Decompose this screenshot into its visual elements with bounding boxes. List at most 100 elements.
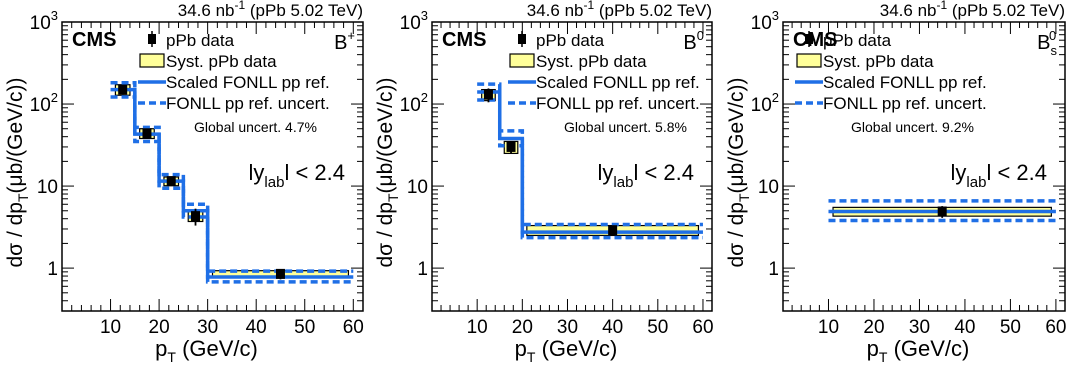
experiment-label: CMS	[442, 29, 486, 51]
rapidity-sub: lab	[966, 174, 986, 191]
fonll-uncert-upper	[477, 82, 703, 227]
panel-header: 34.6 nb-1 (pPb 5.02 TeV)	[178, 0, 363, 20]
y-tick-label-exp: 3	[51, 8, 58, 23]
x-tick-label: 20	[512, 317, 533, 338]
plot-frame	[782, 21, 1066, 312]
x-tick-label: 40	[954, 317, 975, 338]
header-lumi-exp: -1	[937, 0, 948, 12]
legend-entry-2: Syst. pPb data	[166, 52, 277, 71]
legend-syst-box	[139, 53, 165, 68]
y-tick-label: 1	[768, 259, 779, 280]
data-point	[118, 84, 128, 95]
experiment-label: CMS	[72, 29, 116, 51]
y-tick-label: 103	[400, 8, 428, 34]
y-label-main: dσ / dp	[374, 202, 397, 268]
plot-frame	[431, 21, 713, 312]
legend-entry-1: pPb data	[536, 31, 605, 50]
y-tick-label-exp: 2	[421, 90, 428, 105]
x-tick-label: 60	[1045, 317, 1066, 338]
header-lumi: 34.6 nb	[527, 1, 584, 20]
x-tick-label: 40	[602, 317, 623, 338]
global-uncert: Global uncert. 4.7%	[194, 119, 317, 135]
y-label-sub: T	[15, 193, 31, 202]
legend-entry-4: FONLL pp ref. uncert.	[166, 94, 330, 113]
x-label-tail: (GeV/c)	[176, 336, 258, 361]
rapidity-post: l < 2.4	[986, 160, 1047, 185]
plot-frame	[61, 21, 364, 312]
y-tick-label: 1	[47, 259, 58, 280]
y-tick-label-base: 10	[37, 177, 58, 198]
y-tick-label-base: 1	[47, 259, 58, 280]
data-point	[937, 206, 947, 217]
header-lumi-exp: -1	[235, 0, 246, 12]
x-label-tail: (GeV/c)	[887, 336, 969, 361]
y-tick-label-base: 10	[758, 177, 779, 198]
x-axis-label: pT (GeV/c)	[867, 336, 970, 365]
header-lumi: 34.6 nb	[178, 1, 235, 20]
rapidity-post: l < 2.4	[284, 160, 345, 185]
species-sub: s	[1051, 43, 1058, 58]
y-tick-label-base: 10	[400, 13, 421, 34]
species-sup: +	[347, 28, 355, 43]
legend-entry-3: Scaled FONLL pp ref.	[823, 73, 987, 92]
x-label-main: p	[867, 336, 879, 361]
y-label-sub: T	[385, 193, 401, 202]
global-uncert: Global uncert. 9.2%	[851, 119, 974, 135]
panel-header: 34.6 nb-1 (pPb 5.02 TeV)	[880, 0, 1065, 20]
species-base: B	[1037, 32, 1050, 54]
x-label-sub: T	[167, 349, 176, 365]
data-point	[191, 211, 201, 222]
x-label-tail: (GeV/c)	[535, 336, 617, 361]
header-energy: (pPb 5.02 TeV)	[594, 1, 712, 20]
species-base: B	[334, 32, 347, 54]
legend-entry-4: FONLL pp ref. uncert.	[823, 94, 987, 113]
x-tick-label: 30	[909, 317, 930, 338]
header-lumi: 34.6 nb	[880, 1, 937, 20]
x-axis-label: pT (GeV/c)	[155, 336, 258, 365]
x-tick-label: 50	[294, 317, 315, 338]
species-label: B+	[334, 28, 355, 54]
species-label: Bs0	[1037, 28, 1057, 58]
data-point	[483, 89, 493, 100]
species-label: B0	[683, 28, 704, 54]
y-tick-label: 102	[400, 90, 428, 116]
species-sup: 0	[697, 28, 704, 43]
y-tick-label: 10	[37, 177, 58, 198]
y-tick-label: 10	[407, 177, 428, 198]
rapidity-sub: lab	[264, 174, 284, 191]
x-tick-label: 10	[467, 317, 488, 338]
y-tick-label-base: 10	[30, 95, 51, 116]
y-tick-label: 1	[417, 259, 428, 280]
rapidity-label: lylabl < 2.4	[598, 160, 694, 191]
y-tick-label-base: 10	[407, 177, 428, 198]
x-tick-label: 10	[100, 317, 121, 338]
x-tick-label: 60	[692, 317, 713, 338]
x-tick-label: 10	[818, 317, 839, 338]
data-point	[275, 268, 285, 279]
y-axis-label: dσ / dpT(μb/(GeV/c))	[374, 77, 401, 267]
x-tick-label: 20	[149, 317, 170, 338]
x-label-sub: T	[879, 349, 888, 365]
legend: pPb data Syst. pPb data Scaled FONLL pp re…	[138, 31, 330, 113]
rapidity-post: l < 2.4	[633, 160, 694, 185]
y-label-tail: (μb/(GeV/c))	[4, 77, 27, 193]
x-tick-label: 20	[863, 317, 884, 338]
data-point	[142, 128, 152, 139]
x-tick-label: 50	[647, 317, 668, 338]
rapidity-pre: ly	[249, 160, 265, 185]
data-point	[506, 141, 516, 152]
legend: pPb data Syst. pPb data Scaled FONLL pp re…	[508, 31, 700, 113]
y-label-main: dσ / dp	[725, 202, 748, 268]
x-tick-label: 50	[1000, 317, 1021, 338]
y-label-tail: (μb/(GeV/c))	[725, 77, 748, 193]
x-axis-label: pT (GeV/c)	[515, 336, 618, 365]
y-axis-label: dσ / dpT(μb/(GeV/c))	[725, 77, 752, 267]
fonll-central	[477, 90, 703, 234]
y-label-main: dσ / dp	[4, 202, 27, 268]
rapidity-label: lylabl < 2.4	[249, 160, 345, 191]
x-label-sub: T	[527, 349, 536, 365]
x-tick-label: 60	[343, 317, 364, 338]
x-label-main: p	[515, 336, 527, 361]
